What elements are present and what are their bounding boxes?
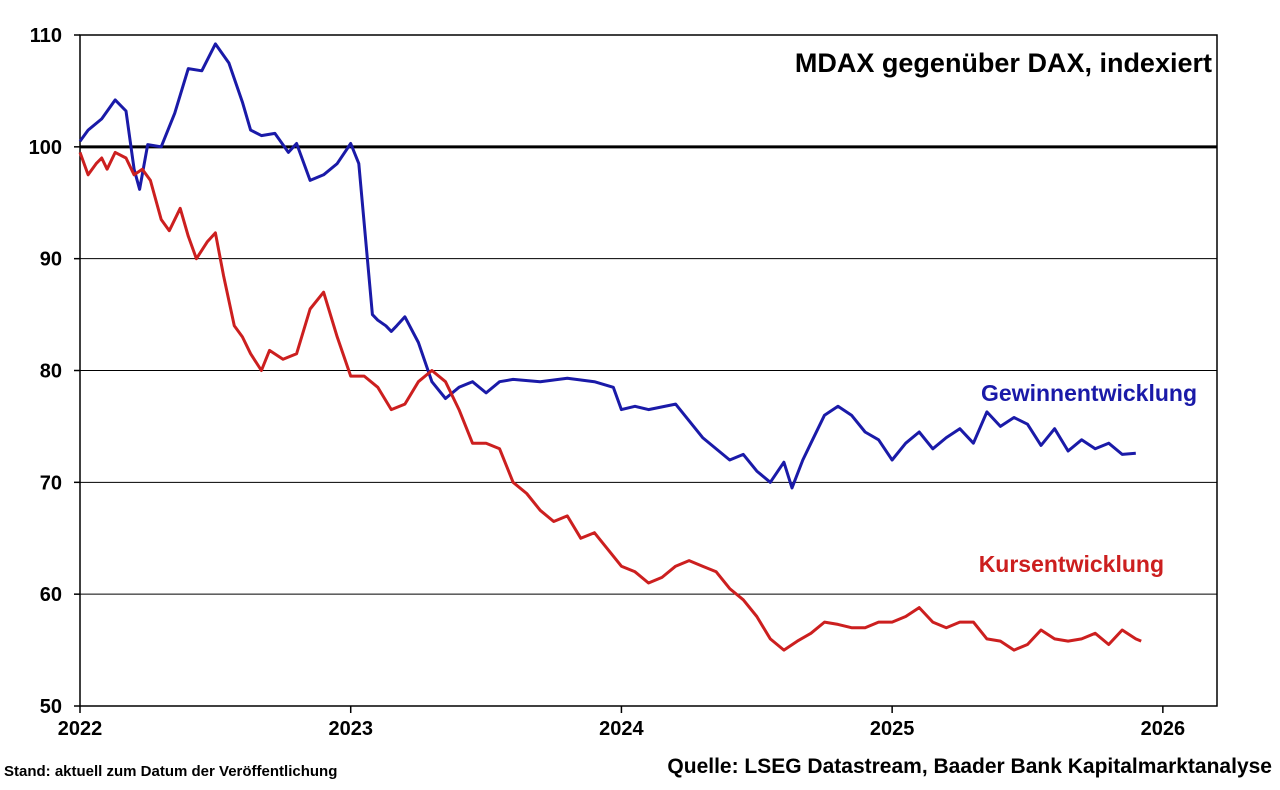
- y-tick-label-100: 100: [29, 137, 62, 159]
- series-label-gewinnentwicklung: Gewinnentwicklung: [981, 380, 1197, 406]
- x-tick-label-2026: 2026: [1141, 718, 1186, 740]
- footer-stand: Stand: aktuell zum Datum der Veröffentli…: [4, 763, 338, 780]
- y-axis: 50 60 70 80 90 100 110: [29, 25, 80, 718]
- x-tick-label-2025: 2025: [870, 718, 915, 740]
- y-tick-label-70: 70: [40, 472, 62, 494]
- x-axis: 2022 2023 2024 2025 2026: [58, 706, 1185, 740]
- x-tick-label-2023: 2023: [328, 718, 373, 740]
- y-tick-label-110: 110: [30, 25, 62, 47]
- x-tick-label-2024: 2024: [599, 718, 644, 740]
- y-tick-label-80: 80: [40, 361, 62, 383]
- x-tick-label-2022: 2022: [58, 718, 103, 740]
- gridlines: [80, 34, 1217, 707]
- series-lines: [78, 42, 1142, 652]
- series-line-kursentwicklung: [78, 150, 1142, 652]
- y-tick-label-90: 90: [40, 249, 62, 271]
- y-tick-label-60: 60: [40, 584, 62, 606]
- series-line-gewinnentwicklung: [78, 42, 1136, 490]
- y-tick-label-50: 50: [40, 696, 62, 718]
- chart-title: MDAX gegenüber DAX, indexiert: [795, 48, 1212, 78]
- series-label-kursentwicklung: Kursentwicklung: [979, 551, 1164, 577]
- footer-quelle: Quelle: LSEG Datastream, Baader Bank Kap…: [667, 755, 1272, 778]
